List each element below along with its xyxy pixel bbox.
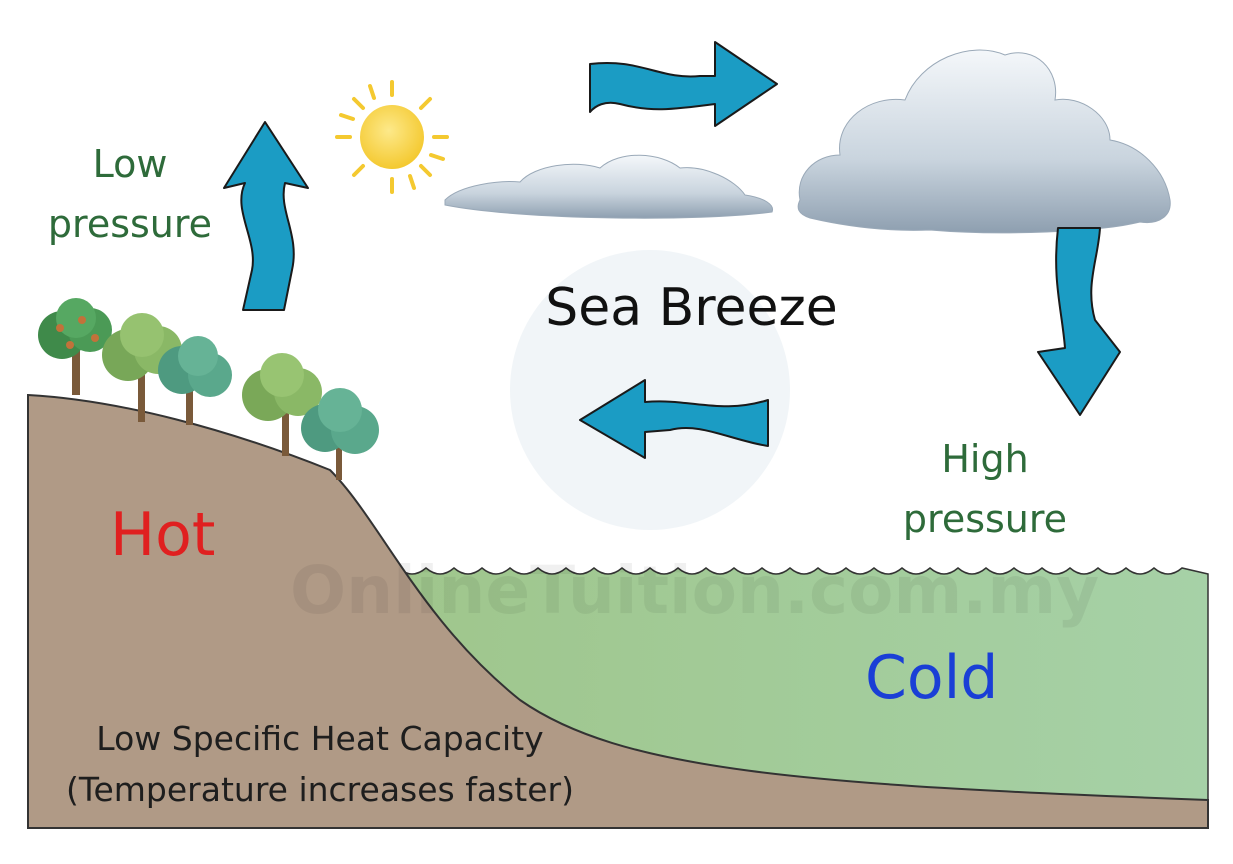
tree-icon bbox=[242, 353, 322, 456]
tree-icon bbox=[158, 336, 232, 425]
arrow-icon bbox=[223, 121, 309, 311]
cloud-icon bbox=[444, 154, 774, 219]
land-note-line1: Low Specific Heat Capacity bbox=[96, 719, 544, 758]
high-pressure-label-line1: High bbox=[941, 437, 1029, 481]
hot-label: Hot bbox=[110, 500, 216, 570]
arrows bbox=[223, 41, 1121, 459]
sun-icon bbox=[335, 80, 449, 194]
low-pressure-label-line1: Low bbox=[92, 142, 168, 186]
arrow-icon bbox=[589, 41, 778, 127]
watermark-circle bbox=[510, 250, 790, 530]
tree-icon bbox=[38, 298, 112, 395]
land-note-line2: (Temperature increases faster) bbox=[66, 770, 574, 809]
land bbox=[27, 393, 1209, 829]
high-pressure-label-line2: pressure bbox=[902, 497, 1068, 541]
watermark: OnlineTuition.com.my bbox=[290, 552, 1100, 629]
tree-icon bbox=[301, 388, 379, 480]
diagram-title: Sea Breeze bbox=[545, 278, 838, 338]
cold-label: Cold bbox=[865, 643, 999, 713]
low-pressure-label-line2: pressure bbox=[47, 202, 213, 246]
trees bbox=[38, 298, 379, 480]
arrow-icon bbox=[579, 379, 769, 459]
arrow-icon bbox=[1037, 227, 1121, 416]
cloud-icon bbox=[797, 49, 1171, 234]
